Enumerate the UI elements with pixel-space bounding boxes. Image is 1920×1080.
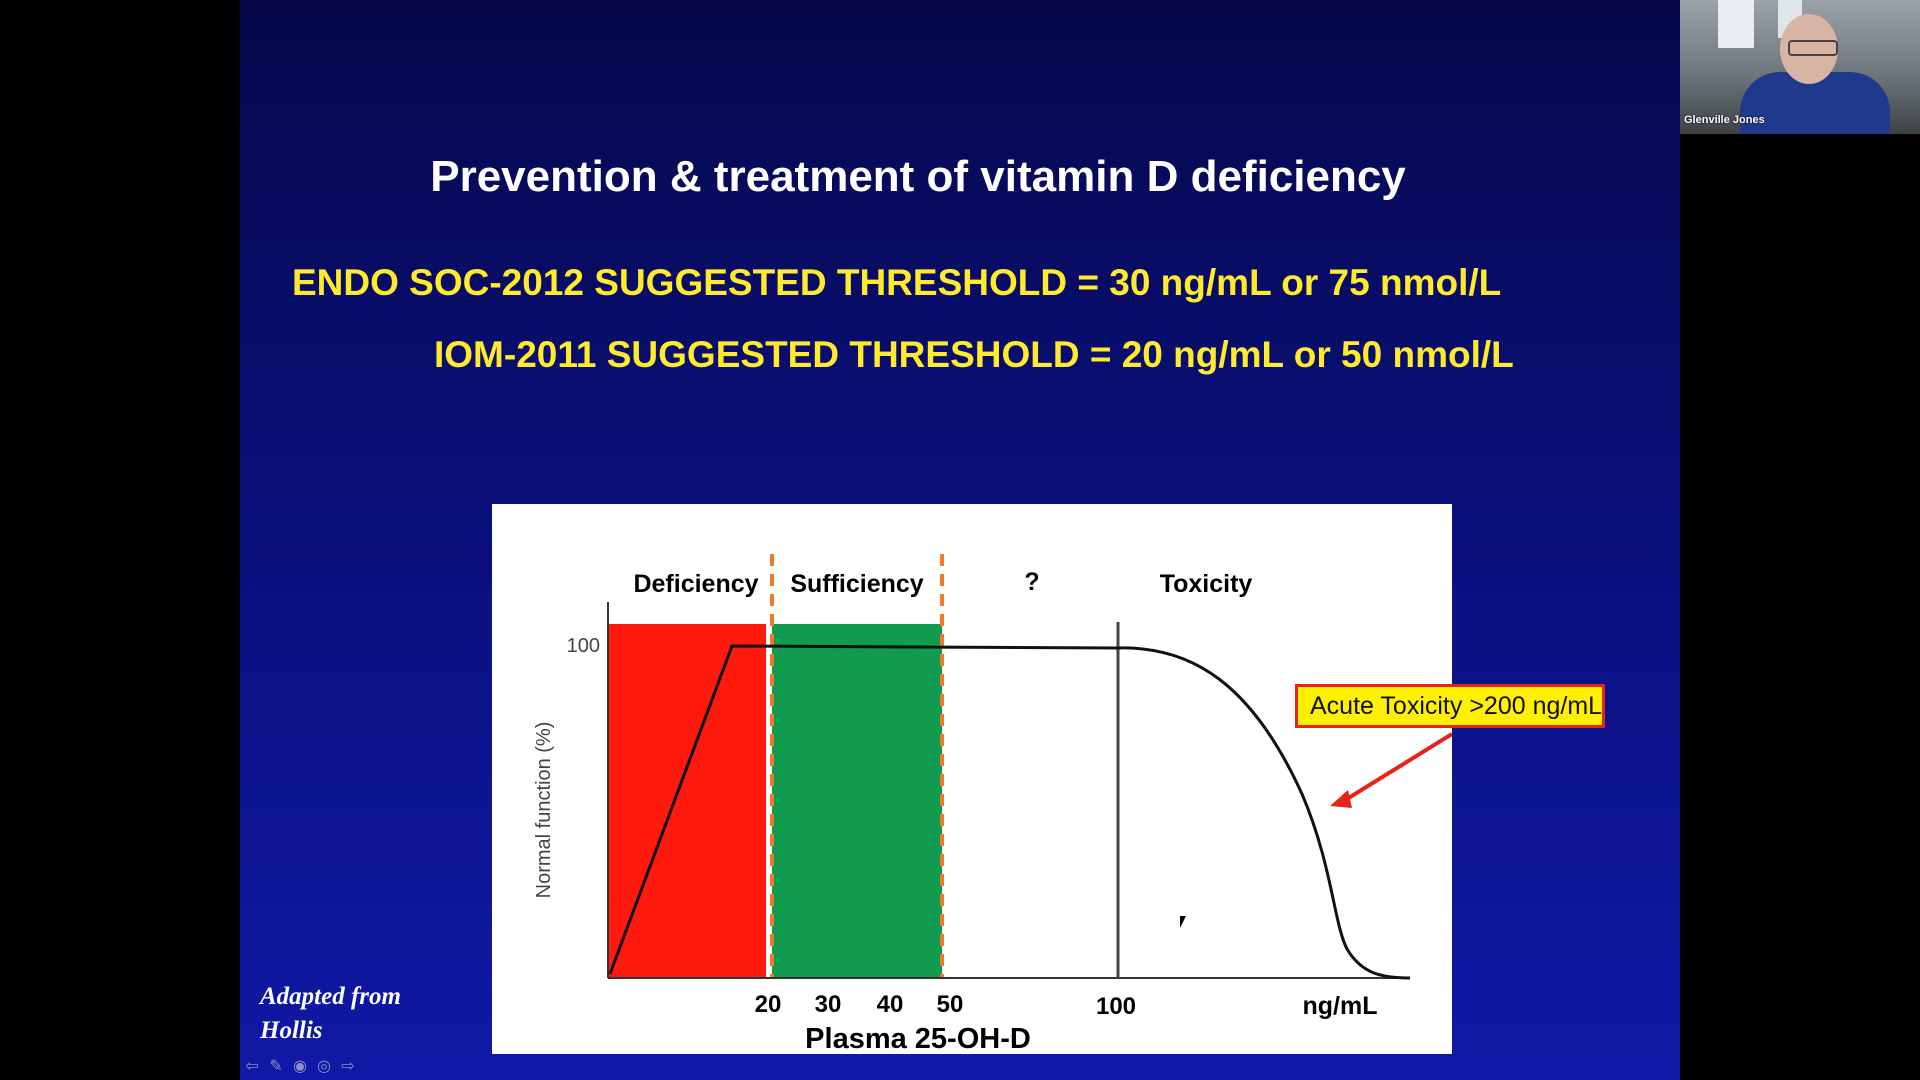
x-tick-50: 50 — [937, 991, 964, 1018]
figure-svg: Deficiency Sufficiency ? Toxicity 100 No… — [533, 554, 1452, 1054]
slide: Prevention & treatment of vitamin D defi… — [240, 0, 1680, 1080]
participant-name: Glenville Jones — [1684, 114, 1765, 126]
arrow-left-icon[interactable]: ⇦ — [245, 1056, 259, 1075]
callout-arrowhead — [1330, 790, 1352, 808]
slideshow-nav-bar: ⇦ ✎ ◉ ◎ ⇨ — [242, 1056, 358, 1076]
participant-video-tile[interactable]: Glenville Jones — [1680, 0, 1920, 134]
adapted-from-note: Adapted from Hollis — [260, 980, 401, 1048]
sufficiency-region — [772, 624, 942, 978]
slide-title: Prevention & treatment of vitamin D defi… — [430, 152, 1406, 201]
x-unit-label: ng/mL — [1303, 992, 1378, 1020]
vitamin-d-figure: Deficiency Sufficiency ? Toxicity 100 No… — [492, 504, 1452, 1054]
x-axis-label: Plasma 25-OH-D — [805, 1023, 1031, 1054]
mouse-cursor-icon — [1180, 916, 1186, 928]
acute-toxicity-callout-text: Acute Toxicity >200 ng/mL — [1310, 692, 1603, 720]
iom-threshold-text: IOM-2011 SUGGESTED THRESHOLD = 20 ng/mL … — [434, 334, 1514, 375]
x-tick-100: 100 — [1096, 993, 1136, 1020]
callout-arrow — [1340, 732, 1452, 804]
region-label-deficiency: Deficiency — [633, 570, 758, 598]
x-tick-20: 20 — [755, 991, 782, 1018]
x-tick-40: 40 — [877, 991, 904, 1018]
arrow-right-icon[interactable]: ⇨ — [341, 1056, 355, 1075]
menu-circle-icon[interactable]: ◉ — [293, 1056, 307, 1075]
glasses-icon — [1788, 40, 1838, 56]
x-tick-30: 30 — [815, 991, 842, 1018]
y-tick-100: 100 — [567, 635, 600, 657]
endo-threshold-text: ENDO SOC-2012 SUGGESTED THRESHOLD = 30 n… — [292, 262, 1502, 303]
function-curve — [608, 644, 1411, 980]
deficiency-region — [608, 624, 766, 978]
acute-toxicity-callout: Acute Toxicity >200 ng/mL — [1295, 684, 1605, 728]
region-label-toxicity: Toxicity — [1160, 570, 1253, 598]
pencil-icon[interactable]: ✎ — [269, 1056, 283, 1075]
region-label-sufficiency: Sufficiency — [790, 570, 923, 598]
adapted-from-line1: Adapted from — [260, 983, 401, 1010]
adapted-from-line2: Hollis — [260, 1017, 323, 1044]
more-circle-icon[interactable]: ◎ — [317, 1056, 331, 1075]
y-axis-label: Normal function (%) — [533, 722, 555, 899]
region-label-unknown: ? — [1024, 568, 1039, 596]
